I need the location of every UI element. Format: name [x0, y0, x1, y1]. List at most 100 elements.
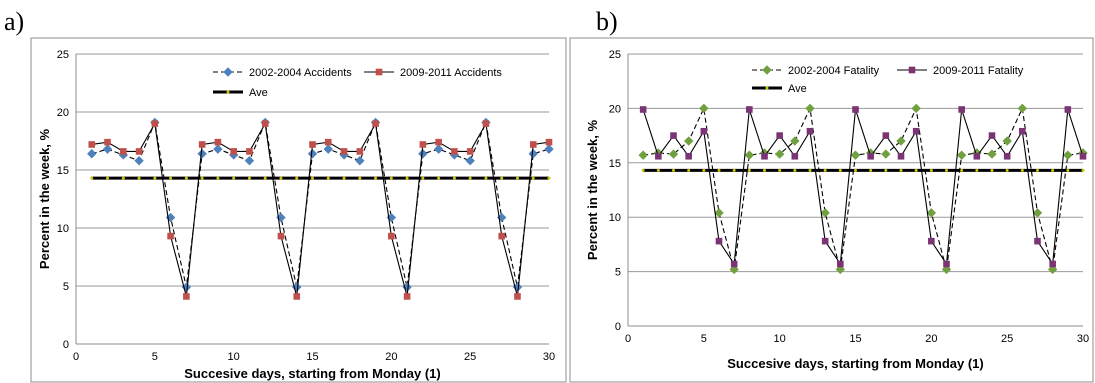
legend-marker — [762, 65, 772, 75]
legend-marker — [908, 66, 916, 74]
data-point-2 — [232, 176, 236, 180]
x-tick-label: 20 — [925, 333, 937, 345]
data-point-1 — [730, 260, 738, 268]
data-point-2 — [389, 176, 393, 180]
data-point-2 — [106, 176, 110, 180]
y-tick-label: 5 — [615, 267, 621, 279]
y-tick-label: 10 — [57, 223, 69, 235]
data-point-2 — [326, 176, 330, 180]
data-point-2 — [184, 176, 188, 180]
data-point-2 — [702, 168, 706, 172]
data-point-0 — [1002, 136, 1012, 146]
data-point-1 — [261, 120, 269, 127]
data-point-1 — [529, 141, 537, 148]
x-tick-label: 0 — [625, 333, 631, 345]
legend-marker — [226, 90, 230, 94]
data-point-1 — [639, 106, 647, 113]
data-point-2 — [1005, 168, 1009, 172]
y-axis-title: Percent in the week, % — [585, 119, 600, 260]
legend-label: 2009-2011 Fatality — [933, 65, 1024, 77]
data-point-2 — [295, 176, 299, 180]
x-tick-label: 15 — [849, 333, 861, 345]
data-point-0 — [850, 150, 861, 160]
data-point-2 — [763, 168, 766, 172]
data-point-1 — [791, 152, 799, 160]
data-point-2 — [437, 176, 441, 180]
data-point-2 — [854, 168, 857, 172]
legend-marker — [223, 67, 233, 77]
legend-label: Ave — [788, 83, 807, 95]
chart-a: 0 5 10 15 20 25 0 5 10 15 20 25 30 Succesive days, st… — [37, 49, 555, 381]
data-point-1 — [151, 120, 159, 127]
data-point-0 — [213, 144, 223, 154]
data-point-2 — [137, 176, 141, 180]
data-point-0 — [197, 149, 207, 159]
data-point-2 — [717, 168, 721, 172]
data-point-1 — [928, 237, 935, 245]
data-point-0 — [323, 144, 333, 154]
data-point-2 — [914, 168, 918, 172]
data-point-0 — [1063, 150, 1073, 160]
data-point-1 — [183, 293, 190, 300]
data-point-1 — [277, 232, 285, 240]
data-point-0 — [433, 144, 444, 154]
data-point-1 — [867, 152, 874, 160]
data-point-1 — [230, 148, 237, 155]
data-point-0 — [911, 103, 921, 114]
data-point-1 — [388, 232, 395, 240]
x-tick-label: 15 — [306, 351, 318, 363]
data-point-2 — [687, 168, 691, 172]
y-tick-label: 0 — [63, 339, 69, 351]
data-point-1 — [435, 138, 442, 146]
data-point-2 — [838, 168, 842, 172]
data-point-1 — [403, 293, 411, 300]
y-tick-label: 20 — [609, 103, 621, 115]
data-point-0 — [465, 156, 475, 166]
data-point-0 — [835, 264, 846, 275]
data-point-1 — [700, 127, 708, 135]
panel-label-b: b) — [596, 7, 618, 36]
chart-b-frame — [569, 37, 1094, 383]
data-point-0 — [820, 208, 830, 218]
x-tick-label: 5 — [701, 333, 707, 345]
x-tick-label: 0 — [73, 351, 79, 363]
series-line-0 — [643, 106, 1084, 270]
data-point-2 — [247, 176, 251, 180]
data-point-1 — [685, 152, 692, 160]
x-tick-label: 20 — [385, 351, 397, 363]
data-point-2 — [1020, 168, 1024, 172]
data-point-1 — [988, 132, 996, 139]
x-tick-label: 10 — [774, 333, 786, 345]
data-point-0 — [699, 103, 709, 114]
data-point-0 — [744, 150, 755, 160]
data-point-2 — [216, 176, 220, 180]
data-point-0 — [1032, 208, 1043, 218]
data-point-0 — [134, 156, 144, 166]
legend-marker — [765, 86, 769, 90]
data-point-1 — [776, 132, 783, 139]
x-tick-label: 25 — [464, 351, 476, 363]
legend-label: 2009-2011 Accidents — [400, 67, 502, 79]
y-tick-label: 15 — [609, 158, 621, 170]
y-tick-label: 20 — [57, 107, 69, 119]
data-point-1 — [852, 106, 859, 113]
data-point-1 — [372, 120, 379, 127]
data-point-1 — [466, 148, 474, 155]
data-point-2 — [405, 176, 409, 180]
data-point-1 — [545, 138, 553, 146]
data-point-0 — [881, 149, 891, 159]
data-point-2 — [121, 176, 125, 180]
data-point-1 — [104, 138, 111, 146]
x-tick-label: 30 — [1077, 333, 1089, 345]
data-point-2 — [747, 168, 751, 172]
data-point-1 — [806, 127, 814, 135]
data-point-2 — [990, 168, 994, 172]
data-point-1 — [912, 127, 920, 135]
data-point-2 — [823, 168, 827, 172]
data-point-1 — [837, 260, 844, 268]
data-point-2 — [468, 176, 472, 180]
data-point-1 — [514, 293, 521, 300]
data-point-1 — [1003, 152, 1011, 160]
data-point-2 — [975, 168, 979, 172]
data-point-0 — [805, 103, 815, 114]
